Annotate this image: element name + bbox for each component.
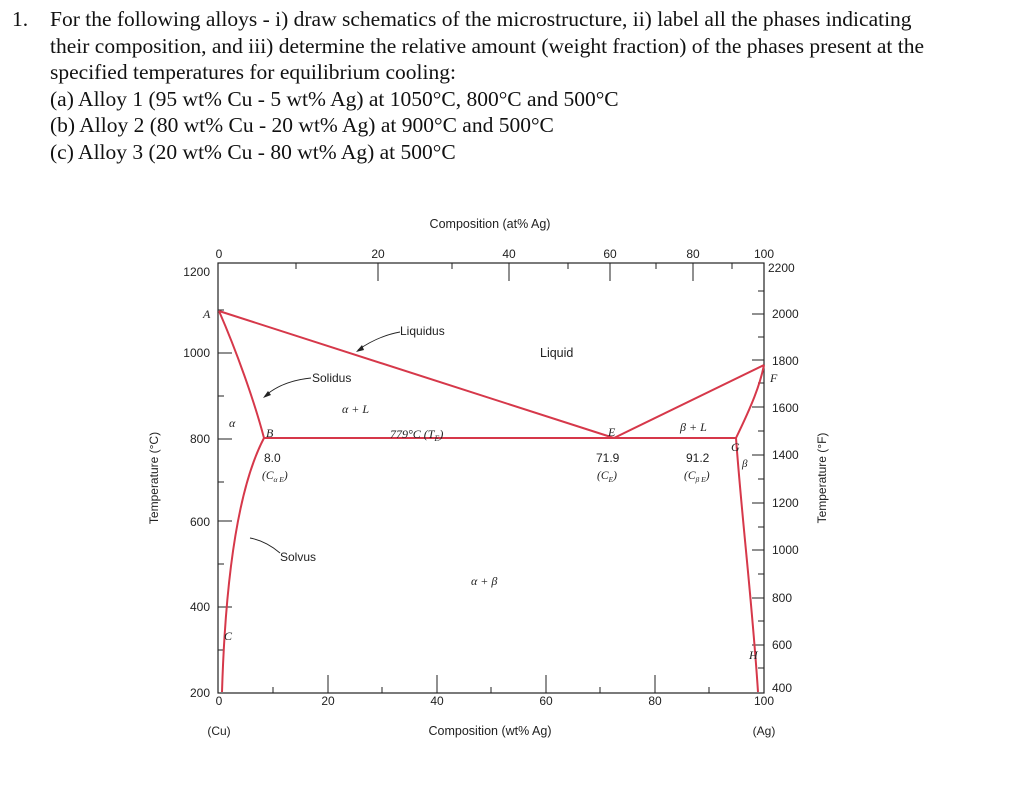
- at-tick-label: 100: [754, 247, 774, 261]
- c-tick-label: 800: [190, 432, 210, 446]
- solvus-callout: Solvus: [280, 550, 316, 564]
- plot-frame: [217, 262, 765, 694]
- comp-name-b: (Cα E): [262, 470, 288, 484]
- top-axis-title: Composition (at% Ag): [430, 217, 551, 231]
- top-axis-ticks: [295, 263, 733, 281]
- region-alpha-beta: α + β: [471, 574, 497, 588]
- f-tick-label: 1400: [772, 448, 799, 462]
- question-text: 1. For the following alloys - i) draw sc…: [12, 6, 1012, 165]
- at-tick-label: 20: [371, 247, 385, 261]
- comp-name-g: (Cβ E): [684, 470, 710, 484]
- solidus-callout: Solidus: [312, 371, 351, 385]
- liquidus-callout-arrow: [357, 331, 401, 351]
- eutectic-temperature-label: 779°C (TE): [390, 427, 443, 443]
- comp-name-e: (CE): [597, 470, 617, 484]
- point-label-g: G: [731, 440, 740, 454]
- f-tick-label: 600: [772, 638, 792, 652]
- f-tick-label: 800: [772, 591, 792, 605]
- at-tick-label: 80: [686, 247, 700, 261]
- f-tick-label: 400: [772, 681, 792, 695]
- comp-value-g: 91.2: [686, 451, 710, 465]
- question-body: For the following alloys - i) draw schem…: [50, 6, 1012, 165]
- liquidus-callout: Liquidus: [400, 324, 445, 338]
- region-alpha-liquid: α + L: [342, 402, 369, 416]
- f-tick-label: 1600: [772, 401, 799, 415]
- point-label-e: E: [607, 425, 616, 439]
- question-line: specified temperatures for equilibrium c…: [50, 60, 456, 84]
- c-tick-label: 1200: [183, 265, 210, 279]
- left-axis-ticks: [218, 309, 232, 651]
- question-part-c: (c) Alloy 3 (20 wt% Cu - 80 wt% Ag) at 5…: [50, 139, 456, 164]
- question-line: For the following alloys - i) draw schem…: [50, 7, 912, 31]
- left-axis-title: Temperature (°C): [147, 432, 161, 524]
- solvus-right: [735, 437, 759, 693]
- region-liquid: Liquid: [540, 346, 573, 360]
- at-tick-label: 0: [216, 247, 223, 261]
- point-label-f: F: [769, 371, 778, 385]
- solidus-right: [735, 364, 765, 439]
- end-label-cu: (Cu): [207, 724, 230, 738]
- wt-tick-label: 60: [539, 694, 553, 708]
- c-tick-label: 400: [190, 600, 210, 614]
- wt-tick-label: 80: [648, 694, 662, 708]
- point-label-h: H: [748, 648, 759, 662]
- at-tick-label: 60: [603, 247, 617, 261]
- point-label-c: C: [224, 629, 233, 643]
- f-tick-label: 1000: [772, 543, 799, 557]
- bottom-axis-ticks: [272, 675, 710, 693]
- right-axis-ticks: [752, 290, 764, 669]
- point-label-a: A: [202, 307, 211, 321]
- question-line: their composition, and iii) determine th…: [50, 33, 925, 58]
- solvus-left: [221, 437, 265, 693]
- question-part-b: (b) Alloy 2 (80 wt% Cu - 20 wt% Ag) at 9…: [50, 113, 554, 137]
- f-tick-label: 1200: [772, 496, 799, 510]
- liquidus-left: [218, 310, 615, 439]
- bottom-axis-title: Composition (wt% Ag): [429, 724, 552, 738]
- right-axis-title: Temperature (°F): [815, 433, 829, 524]
- liquidus-arrowhead: [356, 345, 364, 352]
- c-tick-label: 1000: [183, 346, 210, 360]
- point-label-b: B: [266, 426, 274, 440]
- wt-tick-label: 100: [754, 694, 774, 708]
- wt-tick-label: 40: [430, 694, 444, 708]
- c-tick-label: 200: [190, 686, 210, 700]
- region-alpha: α: [229, 416, 236, 430]
- solvus-callout-line: [249, 537, 281, 554]
- comp-value-b: 8.0: [264, 451, 281, 465]
- phase-boundaries: [218, 310, 765, 693]
- f-tick-label: 2200: [768, 261, 795, 275]
- solidus-callout-arrow: [264, 377, 312, 397]
- region-beta-liquid: β + L: [679, 420, 707, 434]
- f-tick-label: 2000: [772, 307, 799, 321]
- end-label-ag: (Ag): [753, 724, 776, 738]
- wt-tick-label: 0: [216, 694, 223, 708]
- liquidus-right: [613, 364, 765, 439]
- wt-tick-label: 20: [321, 694, 335, 708]
- solidus-left: [218, 310, 265, 439]
- question-number: 1.: [12, 7, 29, 31]
- comp-value-e: 71.9: [596, 451, 620, 465]
- region-beta: β: [741, 458, 748, 470]
- question-part-a: (a) Alloy 1 (95 wt% Cu - 5 wt% Ag) at 10…: [50, 86, 619, 111]
- f-tick-label: 1800: [772, 354, 799, 368]
- c-tick-label: 600: [190, 515, 210, 529]
- at-tick-label: 40: [502, 247, 516, 261]
- solidus-arrowhead: [263, 391, 271, 398]
